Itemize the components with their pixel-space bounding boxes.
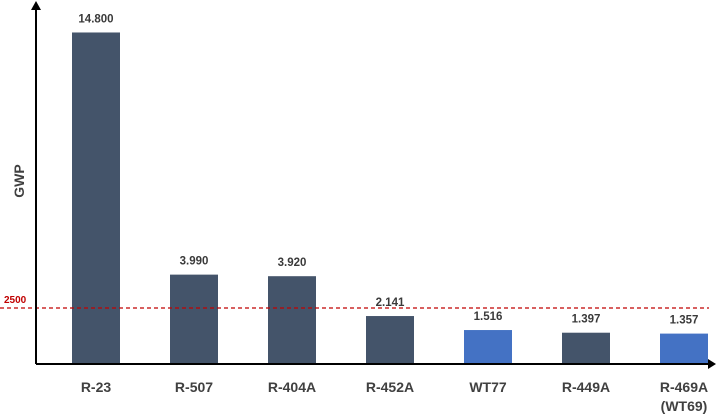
value-labels-group: 14.800 3.990 3.920 2.141 1.516 1.397 1.357 (78, 13, 698, 326)
y-axis-label: GWP (11, 164, 27, 197)
category-label: R-404A (268, 379, 316, 395)
bar-2 (268, 276, 316, 364)
bar-6 (660, 333, 708, 364)
category-label: R-507 (175, 379, 213, 395)
bar-0 (72, 32, 120, 364)
bars-group (72, 32, 708, 364)
bar-value-label: 1.516 (474, 311, 503, 323)
bar-value-label: 3.920 (278, 257, 307, 269)
category-label: R-23 (81, 379, 112, 395)
bar-4 (464, 330, 512, 364)
category-label: WT77 (469, 379, 507, 395)
bar-value-label: 3.990 (180, 256, 209, 268)
y-axis-arrow-icon (31, 1, 41, 10)
bar-5 (562, 332, 610, 364)
category-label: R-469A (660, 379, 708, 395)
bar-3 (366, 316, 414, 364)
category-label: R-452A (366, 379, 414, 395)
category-label-line2: (WT69) (661, 398, 708, 414)
bar-value-label: 2.141 (376, 297, 405, 309)
category-labels-group: R-23 R-507 R-404A R-452A WT77 R-449A R-469A (WT… (81, 379, 708, 414)
reference-line-label: 2500 (4, 295, 27, 306)
bar-value-label: 1.357 (670, 315, 699, 327)
bar-1 (170, 274, 218, 364)
category-label: R-449A (562, 379, 610, 395)
bar-value-label: 14.800 (78, 13, 113, 25)
bar-value-label: 1.397 (572, 314, 601, 326)
x-axis-arrow-icon (708, 359, 716, 369)
